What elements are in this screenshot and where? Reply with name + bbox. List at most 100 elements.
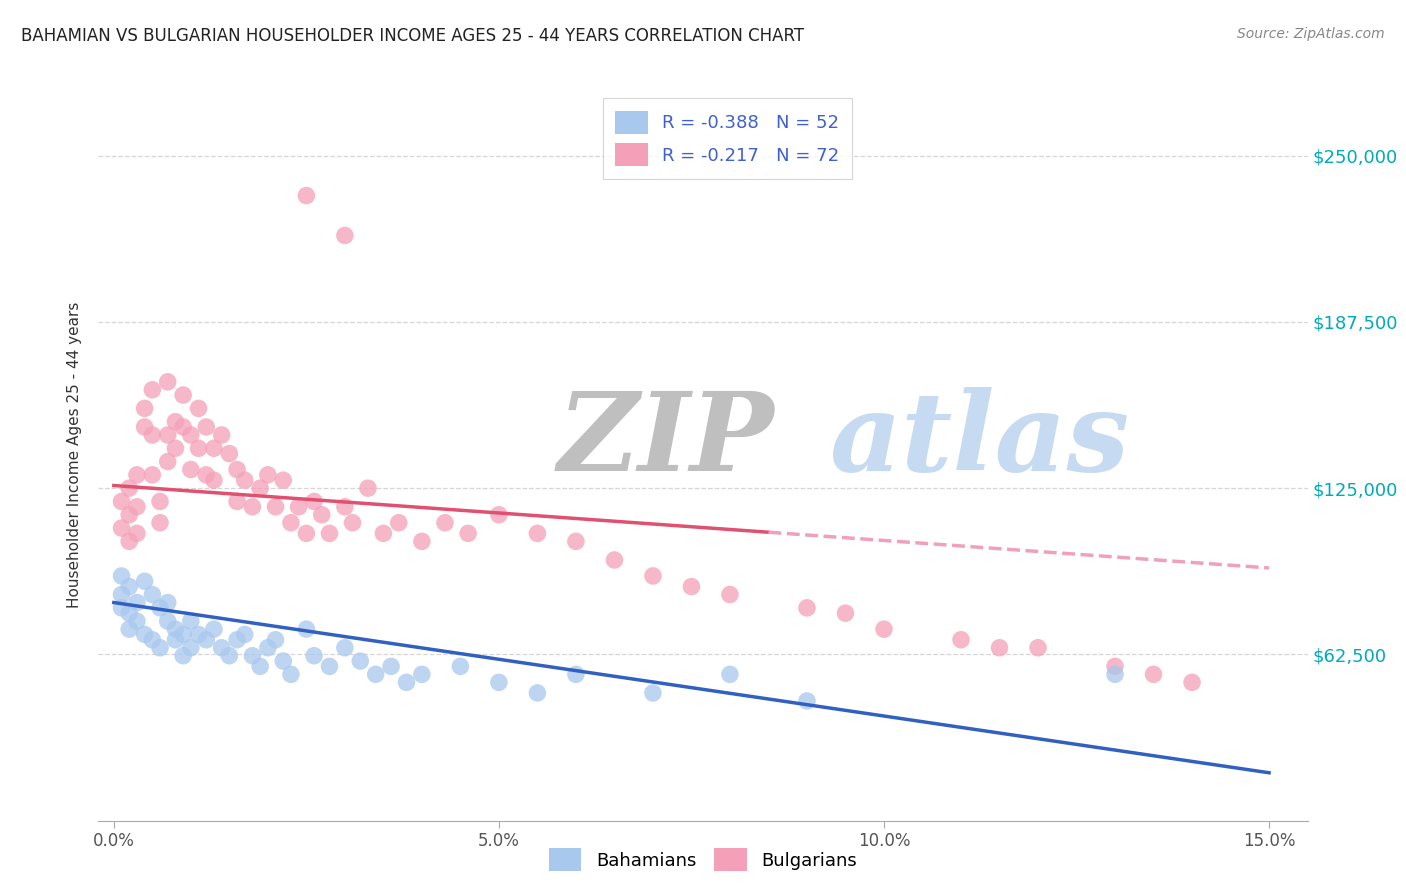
Point bbox=[311, 508, 333, 522]
Point bbox=[141, 383, 163, 397]
Point bbox=[141, 632, 163, 647]
Text: Source: ZipAtlas.com: Source: ZipAtlas.com bbox=[1237, 27, 1385, 41]
Point bbox=[118, 606, 141, 620]
Point bbox=[180, 640, 202, 655]
Point bbox=[172, 388, 194, 402]
Point bbox=[302, 648, 325, 663]
Point bbox=[603, 553, 626, 567]
Point bbox=[172, 420, 194, 434]
Point bbox=[641, 569, 664, 583]
Point bbox=[165, 442, 187, 456]
Point bbox=[1104, 659, 1126, 673]
Point bbox=[195, 420, 218, 434]
Point bbox=[641, 686, 664, 700]
Point bbox=[395, 675, 418, 690]
Point bbox=[380, 659, 402, 673]
Point bbox=[202, 622, 225, 636]
Point bbox=[411, 667, 433, 681]
Point bbox=[218, 447, 240, 461]
Point bbox=[226, 494, 249, 508]
Point bbox=[141, 588, 163, 602]
Point bbox=[165, 632, 187, 647]
Point bbox=[280, 667, 302, 681]
Point bbox=[373, 526, 395, 541]
Point bbox=[165, 415, 187, 429]
Point bbox=[118, 481, 141, 495]
Point bbox=[333, 500, 356, 514]
Point bbox=[242, 648, 264, 663]
Point bbox=[180, 428, 202, 442]
Point bbox=[271, 473, 294, 487]
Point bbox=[187, 401, 209, 416]
Point bbox=[211, 640, 233, 655]
Text: atlas: atlas bbox=[830, 386, 1130, 494]
Point bbox=[134, 627, 156, 641]
Point bbox=[226, 632, 249, 647]
Point bbox=[257, 467, 280, 482]
Point bbox=[950, 632, 973, 647]
Point bbox=[318, 526, 340, 541]
Point bbox=[449, 659, 471, 673]
Point bbox=[834, 606, 856, 620]
Point bbox=[796, 600, 818, 615]
Point bbox=[1026, 640, 1049, 655]
Point bbox=[295, 188, 318, 202]
Point bbox=[156, 428, 179, 442]
Text: ZIP: ZIP bbox=[558, 386, 775, 494]
Point bbox=[110, 521, 132, 535]
Point bbox=[125, 526, 148, 541]
Point bbox=[211, 428, 233, 442]
Point bbox=[488, 675, 510, 690]
Point bbox=[134, 420, 156, 434]
Point bbox=[271, 654, 294, 668]
Point bbox=[110, 494, 132, 508]
Point bbox=[156, 595, 179, 609]
Point bbox=[180, 614, 202, 628]
Point bbox=[156, 614, 179, 628]
Point bbox=[280, 516, 302, 530]
Y-axis label: Householder Income Ages 25 - 44 years: Householder Income Ages 25 - 44 years bbox=[67, 301, 83, 608]
Point bbox=[681, 580, 703, 594]
Point bbox=[302, 494, 325, 508]
Point bbox=[1142, 667, 1164, 681]
Point bbox=[110, 569, 132, 583]
Point bbox=[242, 500, 264, 514]
Point bbox=[333, 228, 356, 243]
Point bbox=[349, 654, 371, 668]
Point bbox=[565, 667, 588, 681]
Point bbox=[333, 640, 356, 655]
Point bbox=[988, 640, 1011, 655]
Point bbox=[457, 526, 479, 541]
Point bbox=[149, 640, 172, 655]
Point bbox=[134, 401, 156, 416]
Point bbox=[526, 526, 548, 541]
Point bbox=[110, 588, 132, 602]
Point bbox=[118, 508, 141, 522]
Point bbox=[488, 508, 510, 522]
Point bbox=[796, 694, 818, 708]
Point bbox=[165, 622, 187, 636]
Point bbox=[718, 588, 741, 602]
Point bbox=[125, 500, 148, 514]
Text: BAHAMIAN VS BULGARIAN HOUSEHOLDER INCOME AGES 25 - 44 YEARS CORRELATION CHART: BAHAMIAN VS BULGARIAN HOUSEHOLDER INCOME… bbox=[21, 27, 804, 45]
Point bbox=[264, 632, 287, 647]
Point bbox=[149, 516, 172, 530]
Point bbox=[118, 622, 141, 636]
Point bbox=[118, 580, 141, 594]
Point bbox=[202, 473, 225, 487]
Point bbox=[141, 467, 163, 482]
Point bbox=[125, 467, 148, 482]
Point bbox=[357, 481, 380, 495]
Point bbox=[134, 574, 156, 589]
Point bbox=[411, 534, 433, 549]
Point bbox=[364, 667, 387, 681]
Point bbox=[187, 442, 209, 456]
Point bbox=[149, 600, 172, 615]
Point bbox=[718, 667, 741, 681]
Point bbox=[264, 500, 287, 514]
Point bbox=[110, 600, 132, 615]
Point bbox=[295, 526, 318, 541]
Point bbox=[149, 494, 172, 508]
Point bbox=[295, 622, 318, 636]
Point bbox=[1104, 667, 1126, 681]
